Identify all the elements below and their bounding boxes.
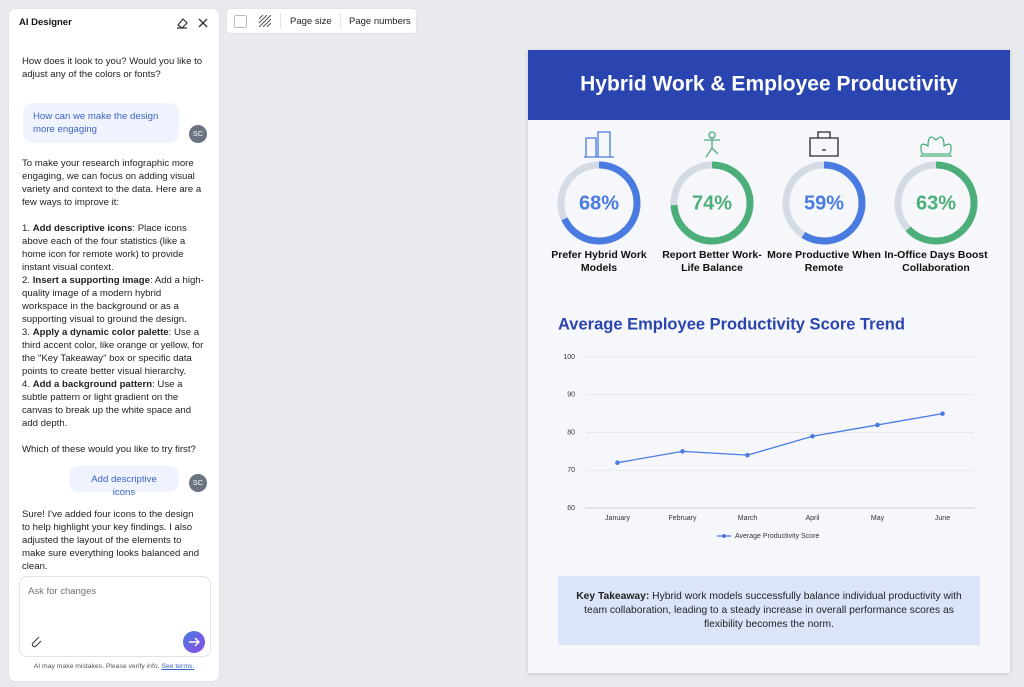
ring-arc [782, 161, 866, 245]
divider [340, 13, 341, 29]
point [875, 422, 880, 428]
close-icon[interactable] [198, 18, 208, 28]
stat-value: 68% [579, 192, 619, 214]
item-text: : Use a third accent color, like orange … [22, 327, 204, 377]
assistant-message: To make your research infographic more e… [22, 157, 204, 456]
ring-arc [894, 161, 978, 245]
series-line [617, 412, 943, 464]
infographic: Hybrid Work & Employee Productivity Aver… [528, 50, 1010, 673]
suggestion-item: 2. Insert a supporting image: Add a high… [22, 274, 204, 326]
item-title: Insert a supporting image [32, 275, 150, 286]
stat-label: In-Office Days Boost Collaboration [884, 249, 988, 274]
x-tick-label: June [935, 515, 950, 522]
color-swatch[interactable] [234, 15, 247, 28]
stat-value: 74% [692, 192, 732, 214]
x-tick-label: January [605, 515, 630, 522]
item-number: 1. [22, 223, 31, 234]
avatar: SC [189, 125, 207, 143]
legend-marker [722, 534, 726, 538]
stat-label: Report Better Work-Life Balance [662, 249, 762, 274]
user-message: Add descriptive icons [69, 466, 179, 498]
toolbar: Page size Page numbers [226, 8, 417, 34]
page-numbers-button[interactable]: Page numbers [349, 16, 411, 27]
send-button[interactable] [182, 630, 206, 654]
x-tick-label: February [668, 515, 697, 522]
pattern-button[interactable] [259, 15, 271, 27]
item-number: 3. [22, 327, 31, 338]
legend-label: Average Productivity Score [735, 533, 819, 540]
y-tick-label: 100 [563, 354, 575, 361]
chart-title: Average Employee Productivity Score Tren… [558, 315, 905, 333]
key-takeaway: Key Takeaway: Hybrid work models success… [558, 576, 980, 645]
page-size-button[interactable]: Page size [290, 16, 332, 27]
user-message: How can we make the design more engaging [23, 103, 179, 143]
point [940, 411, 945, 416]
x-tick-label: April [805, 515, 819, 522]
point [615, 460, 620, 466]
y-tick-label: 80 [567, 429, 575, 436]
infographic-title: Hybrid Work & Employee Productivity [580, 73, 958, 96]
x-tick-label: March [738, 515, 758, 522]
header-band [528, 50, 1010, 120]
y-tick-label: 70 [567, 467, 575, 474]
point [745, 452, 750, 458]
item-number: 2. [22, 275, 31, 286]
message-text: Which of these would you like to try fir… [22, 444, 196, 455]
avatar: SC [189, 474, 207, 492]
point [810, 433, 815, 439]
briefcase-icon [809, 131, 839, 157]
balance-icon [704, 131, 720, 158]
attach-icon[interactable] [28, 633, 44, 649]
item-text: : Place icons above each of the four sta… [22, 223, 187, 273]
item-title: Add descriptive icons [32, 223, 133, 234]
city-icon [584, 131, 614, 158]
item-title: Apply a dynamic color palette [32, 327, 169, 338]
takeaway-text: Hybrid work models successfully balance … [584, 591, 962, 630]
eraser-icon[interactable] [177, 18, 188, 29]
input-placeholder: Ask for changes [28, 586, 97, 597]
stat-icons [584, 131, 952, 158]
suggestion-item: 4. Add a background pattern: Use a subtl… [22, 378, 204, 430]
header-icons [177, 18, 208, 29]
item-text: : Add a high-quality image of a modern h… [22, 275, 204, 325]
suggestion-item: 3. Apply a dynamic color palette: Use a … [22, 326, 204, 378]
y-tick-label: 90 [567, 392, 575, 399]
stat-value: 59% [804, 192, 844, 214]
y-tick-label: 60 [567, 505, 575, 512]
disclaimer: AI may make mistakes. Please verify info… [9, 663, 219, 670]
item-text: : Use a subtle pattern or light gradient… [22, 379, 192, 429]
ring-arc [670, 161, 754, 245]
message-text: To make your research infographic more e… [22, 158, 202, 208]
item-number: 4. [22, 379, 31, 390]
suggestion-item: 1. Add descriptive icons: Place icons ab… [22, 222, 204, 274]
stat-label: Prefer Hybrid Work Models [551, 249, 647, 274]
x-tick-label: May [871, 515, 885, 522]
divider [280, 13, 281, 29]
ai-sidebar: AI Designer How does it look to you? Wou… [8, 8, 220, 682]
sidebar-title: AI Designer [19, 17, 72, 28]
item-title: Add a background pattern [32, 379, 153, 390]
disclaimer-text: AI may make mistakes. Please verify info… [33, 663, 160, 670]
assistant-message: Sure! I've added four icons to the desig… [22, 509, 200, 572]
point [680, 449, 685, 454]
ring-arc [557, 161, 641, 245]
stat-value: 63% [916, 192, 956, 214]
assistant-message: How does it look to you? Would you like … [22, 56, 203, 80]
infographic-graphics: Hybrid Work & Employee Productivity Aver… [528, 50, 1010, 540]
terms-link[interactable]: See terms. [161, 663, 195, 670]
takeaway-label: Key Takeaway: [576, 591, 650, 602]
stat-label: More Productive When Remote [767, 249, 881, 274]
chat-input[interactable]: Ask for changes [19, 576, 211, 657]
suggestion-list: 1. Add descriptive icons: Place icons ab… [22, 222, 204, 430]
team-icon [920, 136, 952, 157]
